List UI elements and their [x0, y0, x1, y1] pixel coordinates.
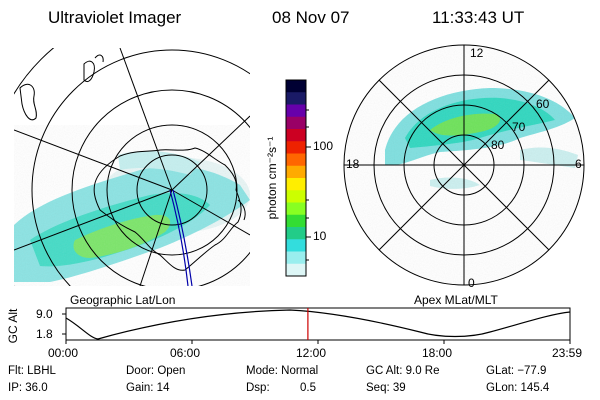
- geo-map-panel: [14, 48, 250, 286]
- colorbar-segment: [286, 80, 306, 93]
- altitude-ytick-high: 9.0: [36, 307, 53, 321]
- geo-panel-caption: Geographic Lat/Lon: [70, 293, 176, 307]
- info-gain: Gain: 14: [126, 382, 170, 394]
- time-label: 11:33:43 UT: [432, 8, 525, 27]
- mlat-label-60: 60: [536, 97, 550, 111]
- info-dsp-label: Dsp:: [246, 382, 270, 394]
- colorbar-segment: [286, 129, 306, 142]
- info-gc-alt: GC Alt: 9.0 Re: [366, 365, 440, 377]
- altitude-plot: [62, 307, 571, 344]
- mlt-label-6: 6: [575, 157, 582, 171]
- geo-meridians: [14, 48, 250, 286]
- colorbar-segment: [286, 263, 306, 277]
- info-glat: GLat: −77.9: [486, 365, 547, 377]
- colorbar-unit-label: photon cm⁻²s⁻¹: [265, 136, 279, 220]
- geo-latitude-circles: [14, 48, 250, 286]
- coastlines: [19, 54, 246, 271]
- colorbar-ticks: [306, 109, 311, 261]
- colorbar-segment: [286, 165, 306, 179]
- colorbar-segment: [286, 214, 306, 228]
- altitude-ticks: [62, 313, 571, 344]
- altitude-ylabel: GC Alt: [5, 308, 20, 344]
- colorbar-segment: [286, 153, 306, 167]
- info-dsp-value: 0.5: [300, 382, 316, 394]
- instrument-title: Ultraviolet Imager: [48, 8, 182, 27]
- mlt-label-12: 12: [470, 46, 484, 60]
- info-seq: Seq: 39: [366, 382, 406, 394]
- time-tick-1200: 12:00: [296, 346, 327, 360]
- colorbar-segment: [286, 239, 306, 252]
- colorbar-frame: [285, 79, 307, 277]
- time-tick-1800: 18:00: [422, 346, 453, 360]
- colorbar-segment: [286, 92, 306, 105]
- time-tick-0000: 00:00: [48, 346, 79, 360]
- colorbar-segment: [286, 190, 306, 203]
- colorbar-segment: [286, 227, 306, 240]
- altitude-ytick-low: 1.8: [36, 327, 53, 341]
- info-filter: Flt: LBHL: [8, 365, 56, 377]
- date-label: 08 Nov 07: [272, 8, 350, 27]
- colorbar-segment: [286, 141, 306, 154]
- colorbar-segment: [286, 202, 306, 216]
- colorbar-segment: [286, 251, 306, 265]
- mlt-label-0: 0: [468, 276, 475, 290]
- mlat-label-80: 80: [491, 138, 505, 152]
- colorbar-segment: [286, 178, 306, 191]
- colorbar-segment: [286, 116, 306, 130]
- colorbar-segment: [286, 104, 306, 118]
- apex-mlt-lines: [344, 45, 584, 285]
- colorbar-tick-10: 10: [313, 229, 327, 243]
- time-tick-2359: 23:59: [552, 346, 583, 360]
- colorbar: [286, 80, 306, 277]
- colorbar-tick-100: 100: [313, 139, 334, 153]
- mlat-label-70: 70: [512, 120, 526, 134]
- geo-aurora-emission: [14, 140, 250, 286]
- time-tick-0600: 06:00: [170, 346, 201, 360]
- info-door: Door: Open: [126, 365, 186, 377]
- info-ip: IP: 36.0: [8, 382, 48, 394]
- mlt-label-18: 18: [346, 157, 360, 171]
- geo-orbit-track: [169, 189, 193, 286]
- apex-panel-caption: Apex MLat/MLT: [414, 293, 498, 307]
- altitude-curve: [65, 309, 571, 340]
- apex-polar-panel: [343, 44, 585, 286]
- info-mode: Mode: Normal: [246, 365, 319, 377]
- info-glon: GLon: 145.4: [486, 382, 550, 394]
